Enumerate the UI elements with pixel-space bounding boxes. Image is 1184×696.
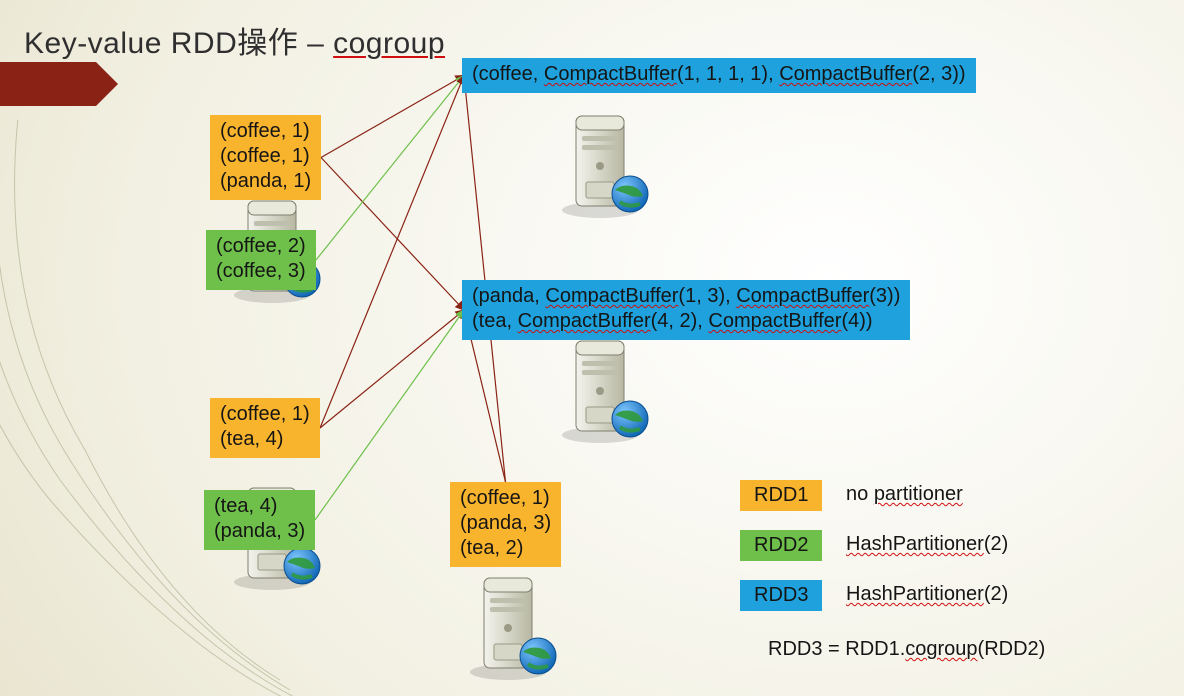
underlined-term: CompactBuffer [544, 63, 677, 85]
equation-label: RDD3 = RDD1.cogroup(RDD2) [768, 638, 1045, 661]
legend-label: no partitioner [846, 483, 963, 506]
box-line: (coffee, 3) [216, 260, 306, 282]
box-line: (coffee, 1) [220, 120, 310, 142]
box-line: (tea, 4) [220, 428, 283, 450]
legend-chip: RDD3 [740, 580, 822, 611]
server-icon [560, 335, 656, 445]
box-line: (tea, CompactBuffer(4, 2), CompactBuffer… [472, 310, 873, 332]
data-box-out_top: (coffee, CompactBuffer(1, 1, 1, 1), Comp… [462, 58, 976, 93]
data-box-rdd1_bot: (coffee, 1) (tea, 4) [210, 398, 320, 458]
server-icon [468, 572, 564, 682]
title-prefix: Key-value RDD操作 – [24, 27, 333, 60]
data-box-rdd1_top: (coffee, 1) (coffee, 1) (panda, 1) [210, 115, 321, 200]
legend-chip: RDD2 [740, 530, 822, 561]
box-line: (coffee, 1) [220, 145, 310, 167]
edge [316, 76, 464, 261]
underlined-term: CompactBuffer [708, 310, 841, 332]
box-line: (coffee, 1) [220, 403, 310, 425]
box-line: (coffee, 2) [216, 235, 306, 257]
box-line: (panda, 3) [460, 512, 551, 534]
underlined-term: CompactBuffer [736, 285, 869, 307]
underlined-term: partitioner [874, 483, 963, 505]
edge [320, 310, 464, 428]
decorative-arrow-tab [0, 62, 120, 106]
box-line: (panda, 3) [214, 520, 305, 542]
edge [321, 158, 464, 311]
underlined-term: CompactBuffer [518, 310, 651, 332]
legend-label: HashPartitioner(2) [846, 533, 1008, 556]
data-box-rdd_mid: (coffee, 1) (panda, 3) (tea, 2) [450, 482, 561, 567]
underlined-term: HashPartitioner [846, 583, 984, 605]
underlined-term: cogroup [905, 638, 977, 660]
title-suffix: cogroup [333, 27, 445, 60]
legend-label: HashPartitioner(2) [846, 583, 1008, 606]
data-box-rdd2_bot: (tea, 4) (panda, 3) [204, 490, 315, 550]
box-line: (panda, 1) [220, 170, 311, 192]
underlined-term: HashPartitioner [846, 533, 984, 555]
box-line: (tea, 2) [460, 537, 523, 559]
legend-chip: RDD1 [740, 480, 822, 511]
data-box-rdd2_top: (coffee, 2) (coffee, 3) [206, 230, 316, 290]
data-box-out_bot: (panda, CompactBuffer(1, 3), CompactBuff… [462, 280, 910, 340]
box-line: (coffee, 1) [460, 487, 550, 509]
edge [321, 76, 464, 158]
edge [464, 76, 506, 483]
underlined-term: CompactBuffer [779, 63, 912, 85]
box-line: (coffee, CompactBuffer(1, 1, 1, 1), Comp… [472, 63, 966, 85]
diagram-stage: Key-value RDD操作 – cogroup [0, 0, 1184, 696]
edge [320, 76, 464, 429]
slide-title: Key-value RDD操作 – cogroup [24, 18, 445, 62]
edge [315, 310, 464, 520]
box-line: (tea, 4) [214, 495, 277, 517]
underlined-term: CompactBuffer [545, 285, 678, 307]
box-line: (panda, CompactBuffer(1, 3), CompactBuff… [472, 285, 900, 307]
server-icon [560, 110, 656, 220]
